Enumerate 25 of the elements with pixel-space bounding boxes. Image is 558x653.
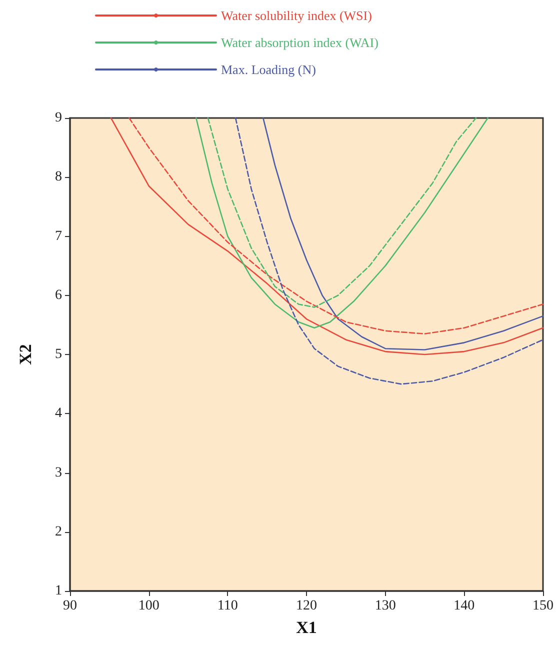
y-tick-label: 5 <box>55 347 62 362</box>
y-tick-label: 2 <box>55 524 62 540</box>
line-series <box>207 117 477 308</box>
y-tick-label: 7 <box>55 228 62 244</box>
y-tick-label: 6 <box>55 288 62 303</box>
x-axis-title: X1 <box>296 618 317 637</box>
line-series <box>262 117 544 350</box>
y-tick-label: 4 <box>55 406 62 422</box>
x-tick-label: 110 <box>217 598 238 614</box>
y-tick-label: 3 <box>55 465 62 480</box>
x-tick-label: 130 <box>374 598 396 614</box>
line-series <box>234 117 544 385</box>
y-tick-label: 1 <box>55 584 62 598</box>
text: Water absorption index (WAI) <box>221 35 378 50</box>
y-tick-label: 9 <box>55 110 62 126</box>
x-tick-label: 120 <box>296 598 317 614</box>
text: Water solubility index (WSI) <box>221 8 372 23</box>
text: Max. Loading (N) <box>221 62 316 77</box>
x-tick-label: 100 <box>138 598 160 614</box>
x-tick-label: 140 <box>454 598 475 614</box>
y-axis-title: X2 <box>16 344 35 365</box>
x-tick-label: 90 <box>63 598 77 614</box>
line-series <box>195 117 488 329</box>
y-tick-label: 8 <box>55 170 62 185</box>
x-tick-label: 150 <box>532 598 554 614</box>
